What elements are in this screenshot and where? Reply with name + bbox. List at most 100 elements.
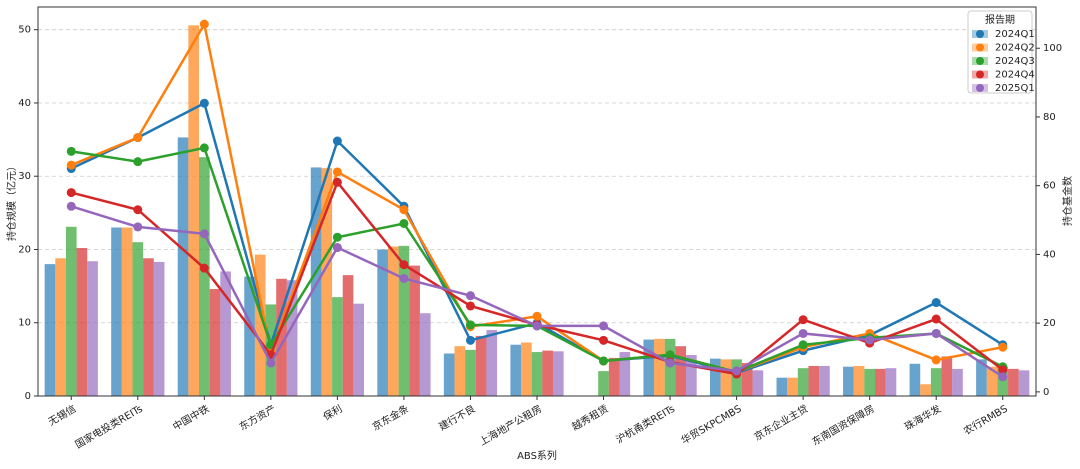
bar: [87, 261, 98, 396]
line-point: [133, 133, 143, 143]
bar: [521, 342, 532, 396]
bar: [843, 366, 854, 396]
bar: [398, 245, 410, 396]
line-point: [332, 177, 342, 187]
x-tick-label: 京东金条: [370, 402, 411, 433]
legend-marker: [976, 70, 984, 79]
line-point: [465, 291, 475, 301]
line-point: [66, 160, 76, 170]
line-point: [931, 355, 941, 365]
line-point: [332, 243, 342, 253]
y-tick-label: 30: [18, 171, 31, 182]
bar: [808, 365, 820, 396]
y2-tick-label: 40: [1043, 249, 1056, 260]
bar: [720, 359, 732, 396]
legend-label: 2025Q1: [995, 83, 1035, 94]
line-point: [199, 229, 209, 239]
bar: [552, 351, 564, 396]
bar: [930, 368, 942, 396]
bar: [475, 335, 487, 396]
bar: [177, 137, 189, 397]
line-point: [266, 358, 276, 368]
x-tick-label: 沪杭甬类REITs: [614, 402, 678, 446]
bar: [353, 303, 365, 396]
y-tick-label: 40: [18, 98, 31, 109]
bar: [199, 157, 210, 396]
bar: [387, 246, 399, 396]
line-point: [66, 188, 76, 198]
bar: [1008, 368, 1019, 396]
bar: [885, 368, 897, 396]
bar: [920, 384, 931, 396]
bar: [776, 377, 788, 396]
bar: [619, 352, 631, 396]
bar: [598, 371, 609, 396]
bar: [310, 167, 322, 396]
line-point: [732, 366, 742, 376]
legend-label: 2024Q2: [995, 43, 1035, 54]
line-point: [798, 328, 808, 338]
x-tick-label: 东南国资保障房: [810, 402, 877, 448]
bar: [675, 346, 687, 396]
line-point: [465, 320, 475, 330]
legend-title: 报告期: [985, 13, 1015, 26]
x-tick-label: 越秀租赁: [569, 402, 610, 433]
line-point: [332, 232, 342, 242]
bar: [132, 242, 144, 396]
bar: [1018, 370, 1030, 396]
line-point: [399, 218, 409, 228]
line-point: [931, 328, 941, 338]
plot-frame: [37, 6, 1037, 397]
line-point: [332, 136, 342, 146]
bar: [853, 365, 865, 396]
line-point: [599, 356, 609, 366]
line-point: [532, 311, 542, 321]
bar: [153, 261, 165, 396]
line-point: [199, 263, 209, 273]
line-point: [665, 350, 675, 360]
bar: [44, 264, 56, 396]
bar: [377, 249, 388, 396]
line-point: [399, 273, 409, 283]
bar: [409, 265, 420, 396]
line-point: [798, 315, 808, 325]
y2-tick-label: 80: [1043, 112, 1056, 123]
line-point: [66, 201, 76, 211]
bar: [321, 168, 333, 396]
bar: [752, 370, 764, 396]
y-tick-label: 10: [18, 318, 31, 329]
bar: [465, 349, 476, 396]
bar: [121, 227, 133, 396]
line-point: [998, 342, 1008, 352]
line-point: [399, 205, 409, 215]
bar: [332, 297, 343, 396]
bar: [686, 354, 697, 396]
line-point: [931, 314, 941, 324]
line-point: [399, 260, 409, 270]
bar: [787, 377, 798, 396]
bar: [419, 313, 431, 396]
bar: [111, 227, 122, 396]
bar: [65, 226, 77, 396]
bar: [909, 363, 921, 396]
bar: [976, 359, 987, 396]
bar: [454, 346, 466, 396]
bar: [874, 368, 886, 396]
bar: [797, 368, 809, 396]
bar: [941, 356, 953, 396]
y2-tick-label: 60: [1043, 181, 1056, 192]
bar: [443, 353, 455, 396]
x-tick-label: 保利: [321, 402, 345, 423]
bar: [342, 275, 354, 396]
legend-label: 2024Q1: [995, 29, 1035, 40]
bar: [709, 358, 721, 396]
line-point: [865, 335, 875, 345]
bar: [542, 350, 553, 396]
bar: [220, 271, 231, 396]
bar: [143, 258, 154, 396]
bar: [608, 357, 620, 396]
line-point: [998, 372, 1008, 382]
x-axis-label: ABS系列: [517, 449, 557, 462]
line-point: [931, 298, 941, 308]
bar: [952, 368, 963, 396]
